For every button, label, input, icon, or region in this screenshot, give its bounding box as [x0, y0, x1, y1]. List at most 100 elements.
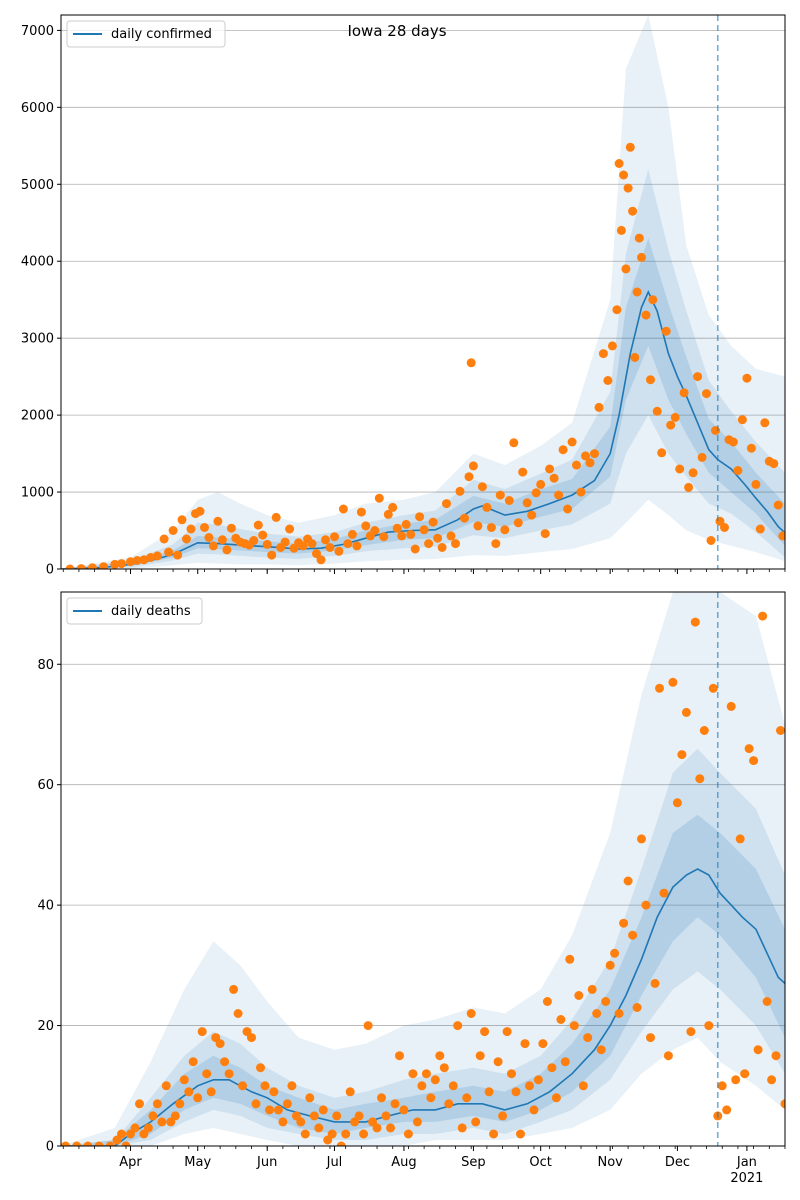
deaths-observed-point	[403, 1129, 413, 1139]
deaths-observed-point	[148, 1111, 158, 1121]
deaths-observed-point	[614, 1009, 624, 1018]
confirmed-band-outer	[61, 15, 785, 569]
confirmed-observed-point	[397, 531, 407, 541]
deaths-observed-point	[650, 978, 660, 988]
confirmed-observed-point	[670, 412, 680, 422]
confirmed-observed-point	[253, 520, 263, 530]
confirmed-observed-point	[186, 524, 196, 534]
deaths-y-tick-label: 60	[37, 778, 54, 793]
deaths-observed-point	[542, 997, 552, 1006]
deaths-observed-point	[628, 930, 638, 940]
deaths-observed-point	[430, 1075, 440, 1085]
confirmed-observed-point	[401, 519, 411, 529]
confirmed-observed-point	[549, 473, 559, 483]
confirmed-observed-point	[330, 532, 339, 542]
confirmed-observed-point	[222, 545, 232, 555]
deaths-observed-point	[735, 834, 745, 844]
confirmed-observed-point	[182, 534, 191, 544]
confirmed-observed-point	[504, 496, 514, 505]
deaths-observed-point	[632, 1003, 642, 1012]
confirmed-observed-point	[513, 518, 523, 528]
deaths-observed-point	[507, 1069, 516, 1079]
deaths-model-line	[61, 868, 785, 1146]
confirmed-observed-point	[628, 206, 638, 216]
deaths-observed-point	[601, 997, 611, 1006]
confirmed-observed-point	[164, 547, 174, 557]
deaths-observed-point	[412, 1117, 422, 1127]
deaths-observed-point	[448, 1081, 458, 1091]
deaths-observed-point	[610, 948, 620, 958]
confirmed-observed-point	[316, 555, 326, 565]
legend-box	[66, 597, 203, 625]
confirmed-observed-point	[482, 502, 492, 512]
legend-box	[66, 20, 226, 48]
confirmed-observed-point	[778, 531, 785, 541]
deaths-observed-point	[269, 1087, 279, 1097]
confirmed-observed-point	[446, 531, 456, 541]
deaths-observed-point	[771, 1051, 781, 1061]
confirmed-observed-point	[675, 464, 685, 474]
deaths-observed-point	[170, 1111, 180, 1121]
confirmed-observed-point	[634, 233, 644, 243]
confirmed-observed-point	[607, 341, 617, 351]
confirmed-observed-point	[415, 512, 425, 522]
legend-label-deaths: daily deaths	[111, 604, 191, 619]
deaths-observed-point	[300, 1129, 310, 1139]
x-tick-label: May	[184, 1155, 211, 1170]
deaths-observed-point	[619, 918, 629, 928]
deaths-observed-point	[641, 900, 651, 910]
confirmed-observed-point	[173, 550, 183, 560]
deaths-observed-point	[345, 1087, 355, 1097]
deaths-observed-point	[753, 1045, 763, 1055]
confirmed-x-axis	[62, 569, 786, 574]
deaths-observed-point	[722, 1105, 732, 1115]
x-tick-label: Aug	[391, 1155, 416, 1170]
confirmed-observed-point	[76, 564, 86, 569]
confirmed-observed-point	[637, 252, 646, 262]
deaths-observed-point	[94, 1141, 104, 1146]
deaths-observed-point	[372, 1123, 382, 1133]
deaths-observed-point	[105, 1141, 115, 1146]
confirmed-observed-point	[312, 549, 321, 559]
x-tick-label: Jul	[326, 1155, 343, 1170]
confirmed-observed-point	[657, 448, 667, 458]
confirmed-observed-point	[298, 541, 308, 551]
confirmed-observed-point	[226, 523, 236, 533]
deaths-observed-point	[686, 1027, 696, 1037]
confirmed-observed-point	[598, 349, 608, 359]
confirmed-observed-point	[486, 523, 496, 532]
confirmed-observed-point	[433, 533, 443, 543]
confirmed-observed-point	[258, 530, 268, 540]
deaths-observed-point	[318, 1105, 328, 1115]
confirmed-observed-point	[769, 459, 779, 469]
confirmed-observed-point	[623, 183, 633, 193]
confirmed-observed-point	[468, 461, 478, 471]
deaths-observed-point	[525, 1081, 534, 1091]
deaths-observed-point	[202, 1069, 212, 1079]
deaths-observed-point	[327, 1129, 337, 1139]
confirmed-observed-point	[307, 539, 317, 549]
confirmed-observed-point	[437, 543, 447, 552]
deaths-observed-point	[175, 1099, 185, 1109]
confirmed-observed-point	[737, 415, 747, 425]
deaths-observed-point	[502, 1027, 512, 1037]
deaths-observed-point	[489, 1129, 499, 1139]
deaths-observed-point	[247, 1033, 256, 1043]
deaths-observed-point	[484, 1087, 494, 1097]
deaths-observed-point	[390, 1099, 400, 1109]
confirmed-observed-point	[661, 326, 671, 336]
confirmed-observed-point	[558, 445, 568, 455]
deaths-band-outer	[61, 592, 785, 1146]
confirmed-observed-point	[585, 458, 595, 468]
confirmed-observed-point	[527, 510, 537, 520]
deaths-observed-point	[341, 1129, 351, 1139]
confirmed-y-tick-label: 4000	[21, 255, 54, 270]
deaths-observed-point	[336, 1141, 346, 1146]
deaths-observed-point	[587, 984, 597, 994]
confirmed-observed-point	[554, 490, 564, 500]
deaths-observed-point	[220, 1057, 230, 1067]
deaths-observed-point	[417, 1081, 427, 1091]
confirmed-observed-point	[720, 523, 729, 532]
deaths-observed-point	[623, 876, 633, 886]
confirmed-observed-point	[619, 170, 629, 180]
